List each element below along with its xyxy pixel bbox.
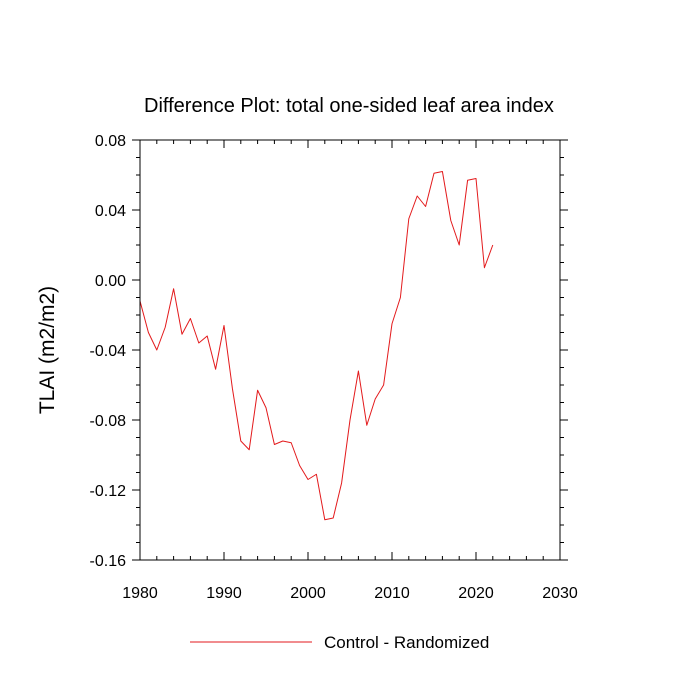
x-tick-label: 2010: [374, 585, 410, 602]
legend: Control - Randomized: [190, 633, 489, 652]
y-tick-label: -0.04: [90, 343, 127, 360]
x-tick-label: 2020: [458, 585, 494, 602]
y-tick-label: 0.04: [95, 203, 126, 220]
y-tick-label: -0.12: [90, 483, 127, 500]
legend-label: Control - Randomized: [324, 633, 489, 652]
axis-ticks: [132, 139, 568, 561]
series-group: [139, 171, 494, 521]
x-tick-label: 2030: [542, 585, 578, 602]
x-tick-label: 2000: [290, 585, 326, 602]
y-tick-label: -0.16: [90, 553, 127, 570]
tick-labels: 1980 1990 2000 2010 2020 2030 0.08 0.04 0.00 -0.0…: [90, 133, 578, 602]
chart-title: Difference Plot: total one-sided leaf ar…: [144, 95, 554, 117]
y-tick-label: -0.08: [90, 413, 127, 430]
plot-frame: [139, 139, 561, 561]
y-tick-label: 0.00: [95, 273, 126, 290]
series-line-control-randomized: [139, 171, 494, 521]
y-axis-label: TLAI (m2/m2): [36, 286, 59, 414]
x-tick-label: 1990: [206, 585, 242, 602]
y-tick-label: 0.08: [95, 133, 126, 150]
x-tick-label: 1980: [122, 585, 158, 602]
